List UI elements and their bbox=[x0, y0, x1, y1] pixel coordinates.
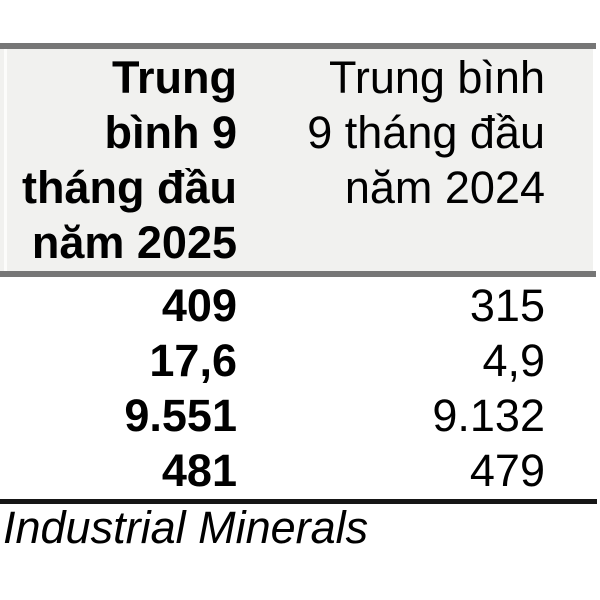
table-row: 9.551 9.132 bbox=[0, 388, 600, 443]
header-line: Trung bbox=[112, 52, 237, 103]
table-row: 409 315 bbox=[0, 278, 600, 333]
header-bottom-border bbox=[0, 271, 596, 277]
table-header-band bbox=[0, 49, 593, 271]
header-line: 9 tháng đầu bbox=[307, 107, 545, 158]
table-body: 409 315 17,6 4,9 9.551 9.132 481 479 bbox=[0, 278, 600, 498]
header-line: Trung bình bbox=[329, 52, 545, 103]
header-line: năm 2025 bbox=[31, 217, 237, 268]
cell-avg-2025: 409 bbox=[161, 280, 237, 331]
table-row: 481 479 bbox=[0, 443, 600, 498]
header-line: tháng đầu bbox=[22, 162, 237, 213]
footer-divider-line bbox=[0, 499, 597, 504]
cell-avg-2025: 9.551 bbox=[124, 390, 237, 441]
cell-avg-2024: 315 bbox=[469, 280, 545, 331]
cell-avg-2024: 4,9 bbox=[482, 335, 545, 386]
header-col-avg-2025: Trung bình 9 tháng đầu năm 2025 bbox=[0, 50, 237, 270]
footer-source-label: Industrial Minerals bbox=[3, 502, 369, 553]
header-line: năm 2024 bbox=[344, 162, 545, 213]
cell-avg-2024: 479 bbox=[469, 445, 545, 496]
header-col-avg-2024: Trung bình 9 tháng đầu năm 2024 bbox=[250, 50, 545, 215]
cell-avg-2024: 9.132 bbox=[432, 390, 545, 441]
table-row: 17,6 4,9 bbox=[0, 333, 600, 388]
table-top-border bbox=[0, 43, 596, 49]
cell-avg-2025: 17,6 bbox=[149, 335, 237, 386]
header-cell-gridline bbox=[4, 49, 7, 271]
header-line: bình 9 bbox=[104, 107, 238, 158]
cell-avg-2025: 481 bbox=[161, 445, 237, 496]
